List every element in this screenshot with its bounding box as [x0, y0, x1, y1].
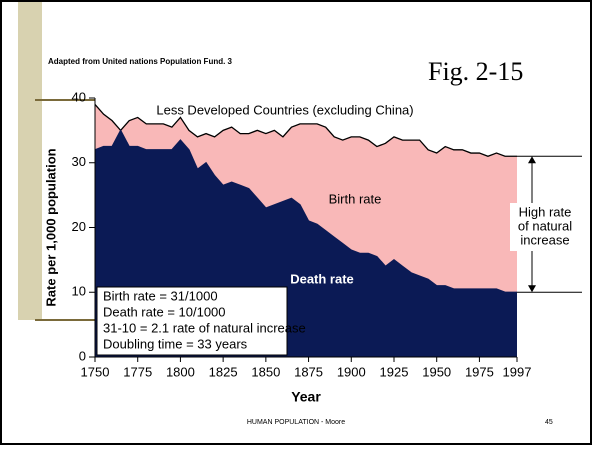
- x-tick-label: 1950: [422, 364, 451, 379]
- x-tick-label: 1900: [337, 364, 366, 379]
- y-tick-label: 40: [72, 89, 86, 104]
- x-tick-label: 1775: [123, 364, 152, 379]
- x-tick-label: 1825: [209, 364, 238, 379]
- x-tick-label: 1800: [166, 364, 195, 379]
- x-tick-label: 1850: [251, 364, 280, 379]
- x-axis-label: Year: [291, 389, 321, 405]
- x-tick-label: 1925: [380, 364, 409, 379]
- bracket-label: increase: [520, 232, 569, 247]
- y-tick-label: 30: [72, 154, 86, 169]
- bracket-label: High rate: [519, 204, 572, 219]
- side-bar: [18, 2, 42, 320]
- info-line: Birth rate = 31/1000: [103, 288, 218, 303]
- x-tick-label: 1750: [81, 364, 110, 379]
- y-tick-label: 0: [79, 348, 86, 363]
- source: Adapted from United nations Population F…: [48, 57, 233, 66]
- area-line: [94, 128, 517, 293]
- page-number: 45: [545, 419, 553, 426]
- series-label: Birth rate: [329, 191, 382, 206]
- x-tick-label: 1975: [465, 364, 494, 379]
- bracket-label: of natural: [518, 218, 572, 233]
- area-line: [94, 104, 517, 157]
- footer: HUMAN POPULATION - Moore: [247, 419, 345, 426]
- y-tick-label: 20: [72, 219, 86, 234]
- y-axis-label: Rate per 1,000 population: [43, 148, 58, 306]
- y-tick-label: 10: [72, 284, 86, 299]
- series-label: Death rate: [290, 271, 354, 286]
- x-tick-label: 1875: [294, 364, 323, 379]
- figure-label: Fig. 2-15: [428, 57, 523, 86]
- info-box: [96, 286, 288, 356]
- chart-title: Less Developed Countries (excluding Chin…: [156, 102, 413, 117]
- bracket-label-bg: [510, 203, 585, 251]
- x-tick-label: 1997: [503, 364, 532, 379]
- info-line: 31-10 = 2.1 rate of natural increase: [103, 320, 306, 335]
- info-line: Death rate = 10/1000: [103, 304, 226, 319]
- info-line: Doubling time = 33 years: [103, 336, 248, 351]
